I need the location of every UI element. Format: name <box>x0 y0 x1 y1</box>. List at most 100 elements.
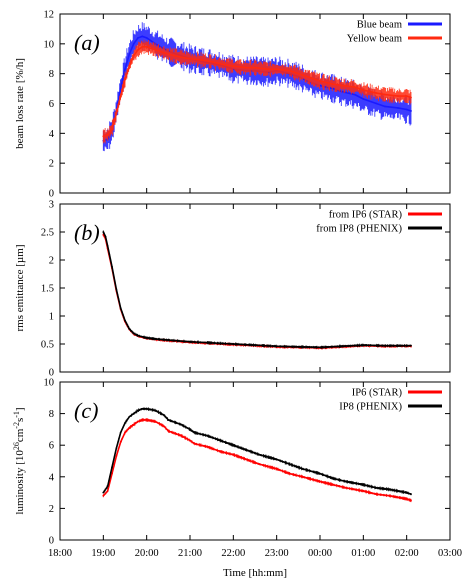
x-tick-label: 01:00 <box>351 548 375 559</box>
panel-c-legend-label: IP8 (PHENIX) <box>339 402 402 413</box>
panel-c-y-tick-label: 8 <box>49 409 54 420</box>
panel-c-series-1-point <box>388 488 391 491</box>
panel-c-series-0-point <box>288 472 291 475</box>
panel-b-series-1-point <box>154 338 157 340</box>
panel-c-series-1-point <box>345 480 347 483</box>
panel-b-series-1-point <box>189 340 191 343</box>
panel-c-series-0-point <box>258 463 261 466</box>
panel-a-series-1-point <box>353 86 356 88</box>
panel-c-series-0-point <box>275 468 278 470</box>
panel-c-series-0-point <box>154 420 157 423</box>
panel-c-series-1-point <box>232 444 235 447</box>
panel-a-series-1-point <box>405 95 408 97</box>
panel-b-y-tick-label: 0.5 <box>41 340 54 351</box>
panel-a-y-tick-label: 4 <box>49 129 55 140</box>
panel-a-series-1-point <box>375 92 378 94</box>
panel-a-y-tick-label: 8 <box>49 69 54 80</box>
panel-c-series-0-point <box>167 430 170 432</box>
panel-c-series-1-point <box>141 407 144 410</box>
panel-b-series-1-point <box>115 288 118 291</box>
panel-a-series-1-point <box>119 95 122 97</box>
panel-c-y-tick-label: 6 <box>49 441 54 452</box>
panel-a-series-1-point <box>145 45 148 48</box>
panel-c-tag: (c) <box>74 398 98 423</box>
panel-c-y-axis-label: luminosity [1026cm-2s-1] <box>12 407 26 514</box>
panel-c-series-1-point <box>163 414 165 417</box>
panel-b-tag: (b) <box>74 220 100 245</box>
panel-a-series-1-point <box>288 69 291 72</box>
panel-c-y-tick-label: 0 <box>49 536 54 547</box>
panel-a-series-1-point <box>102 135 105 138</box>
panel-c-series-1-point <box>206 434 209 437</box>
panel-a-series-1-point <box>124 78 126 81</box>
panel-c-legend-label: IP6 (STAR) <box>352 388 403 399</box>
panel-c-series-1-point <box>319 472 321 475</box>
panel-c-series-1-point <box>405 491 408 494</box>
panel-c-series-0-point <box>319 480 321 483</box>
panel-b-y-tick-label: 2.5 <box>41 228 54 239</box>
panel-a-series-0-point <box>137 36 139 39</box>
panel-b-series-1-point <box>128 327 131 330</box>
panel-b-series-1-point <box>410 344 412 347</box>
panel-b-series-1-point <box>232 343 235 345</box>
panel-b-series-1-point <box>297 345 300 348</box>
panel-c-series-0-point <box>111 472 113 475</box>
panel-a-series-0-point <box>362 98 365 100</box>
panel-c-series-1-point <box>145 407 148 410</box>
panel-c-series-0-noise <box>102 418 412 503</box>
panel-c-series-0-point <box>388 494 391 497</box>
panel-c-y-tick-label: 2 <box>49 504 54 515</box>
panel-c-series-1-point <box>124 422 126 424</box>
panel-c-series-1-point <box>258 453 261 456</box>
x-tick-label: 00:00 <box>308 548 332 559</box>
x-tick-label: 20:00 <box>135 548 159 559</box>
panel-a-series-1-point <box>232 65 235 68</box>
panel-a-series-1-point <box>332 83 334 86</box>
panel-a-y-tick-label: 10 <box>44 39 55 50</box>
panel-c-series-1-point <box>128 415 131 418</box>
panel-b-series-1 <box>102 230 412 349</box>
panel-c-series-1-point <box>132 412 135 415</box>
panel-c-series-1-point <box>115 447 118 450</box>
panel-a-series-1-point <box>137 48 139 51</box>
panel-a-series-1-point <box>410 96 412 99</box>
panel-a-series-1-noise <box>102 39 412 144</box>
x-tick-label: 19:00 <box>91 548 115 559</box>
panel-b-series-0-noise <box>102 233 412 350</box>
panel-a-series-1-point <box>132 54 135 57</box>
panel-c-series-0-point <box>102 494 105 497</box>
panel-b-series-1-point <box>132 332 135 335</box>
panel-a-series-0-point <box>145 36 148 39</box>
panel-c-y-tick-label: 10 <box>44 378 55 389</box>
panel-a-series-0-point <box>128 53 131 56</box>
panel-c-series-1-point <box>375 486 378 489</box>
panel-b-series-0 <box>102 233 412 350</box>
panel-c-series-0-point <box>375 493 378 496</box>
panel-c-series-0-point <box>362 490 365 492</box>
panel-c-series-1-point <box>102 491 105 494</box>
panel-a-series-1-point <box>167 53 170 56</box>
panel-c-series-0-line <box>102 419 412 502</box>
panel-b-series-1-point <box>141 335 144 338</box>
panel-a-series-1 <box>102 39 412 144</box>
panel-a-series-1-point <box>384 93 386 96</box>
panel-a-series-1-point <box>180 56 183 59</box>
panel-a-series-1-point <box>245 66 248 69</box>
panel-b: 0 0.5 1 1.5 2 2.5 3 rms emittance [µm] (b) from I… <box>14 200 451 379</box>
panel-c-series-0-point <box>145 419 148 421</box>
panel-a-series-1-point <box>106 133 109 136</box>
panel-c-series-1-point <box>219 439 222 442</box>
panel-c-series-0-point <box>124 431 126 434</box>
panel-b-legend: from IP6 (STAR) from IP8 (PHENIX) <box>316 210 442 235</box>
panel-a-series-1-point <box>128 65 131 68</box>
panel-a-series-0-point <box>405 108 408 111</box>
x-tick-label: 22:00 <box>221 548 245 559</box>
panel-a-series-1-point <box>397 95 399 97</box>
panel-c-series-1-point <box>301 468 304 470</box>
panel-a-y-tick-label: 2 <box>49 159 54 170</box>
panel-c-series-0-point <box>219 450 222 453</box>
panel-b-series-1-point <box>167 339 170 341</box>
panel-a-y-axis-label: beam loss rate [%/h] <box>14 58 26 149</box>
panel-b-y-tick-label: 0 <box>49 368 54 379</box>
panel-a-series-0-point <box>410 110 412 112</box>
